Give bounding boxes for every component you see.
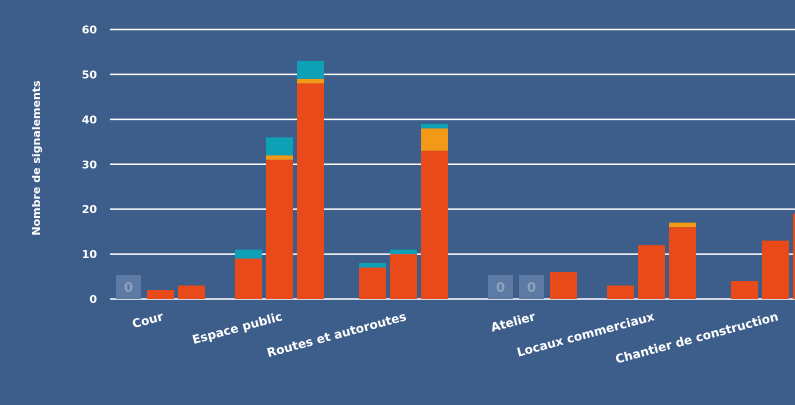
x-category-label: Atelier (489, 309, 537, 334)
bar-segment (731, 281, 758, 299)
bar-segment (793, 213, 795, 299)
y-tick-label: 40 (82, 113, 98, 126)
bar-segment (266, 137, 293, 156)
bar-segment (235, 258, 262, 299)
zero-value-box (519, 275, 544, 299)
bar-segment (421, 128, 448, 151)
bars-layer: 0 0 0 (116, 60, 795, 300)
zero-value-label: 0 (124, 281, 133, 296)
y-tick-label: 20 (82, 203, 98, 216)
bar-segment (607, 285, 634, 299)
x-category-label: Routes et autoroutes (265, 309, 407, 360)
bar-segment (297, 83, 324, 300)
bar-segment (235, 249, 262, 259)
bar-segment (669, 222, 696, 228)
zero-value-box (488, 275, 513, 299)
bar-segment (638, 245, 665, 299)
bar-segment (669, 227, 696, 299)
y-axis-title: Nombre de signalements (30, 80, 43, 236)
bar-segment (390, 249, 417, 255)
bar-segment (297, 78, 324, 84)
bar-segment (550, 272, 577, 299)
bar-segment (359, 267, 386, 299)
y-tick-label: 10 (82, 248, 98, 261)
y-tick-label: 0 (89, 293, 97, 306)
y-tick-label: 30 (82, 158, 98, 171)
bar-segment (421, 123, 448, 129)
bar-segment (178, 285, 205, 299)
zero-value-label: 0 (496, 281, 505, 296)
zero-value-label: 0 (527, 281, 536, 296)
bar-segment (762, 240, 789, 299)
bar-segment (266, 155, 293, 160)
bar-segment (266, 159, 293, 299)
bar-segment (297, 60, 324, 79)
bar-segment (390, 254, 417, 299)
x-category-label: Cour (131, 309, 165, 331)
bar-segment (147, 290, 174, 299)
grid-layer (110, 28, 795, 300)
zero-value-box (116, 275, 141, 299)
x-category-label: Espace public (191, 309, 284, 346)
y-tick-label: 60 (82, 24, 98, 37)
bar-segment (421, 150, 448, 299)
bar-segment (359, 263, 386, 268)
y-tick-label: 50 (82, 68, 98, 81)
y-axis-ticks: 0 10 20 30 40 50 60 (82, 24, 98, 307)
